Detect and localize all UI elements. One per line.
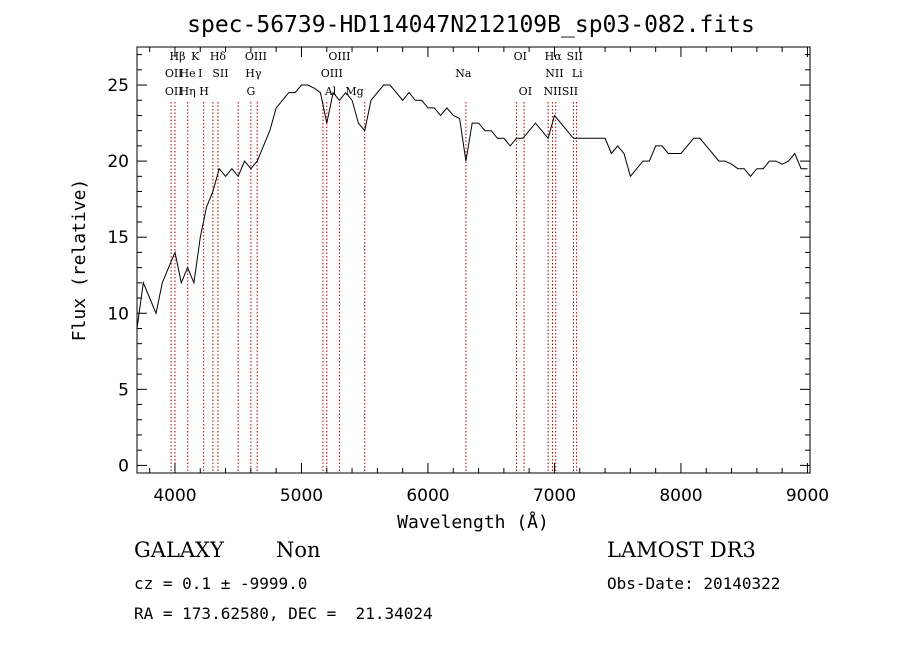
- obs-date: Obs-Date: 20140322: [607, 574, 781, 593]
- ra-dec: RA = 173.62580, DEC = 21.34024: [134, 604, 433, 623]
- line-label: OI: [514, 50, 527, 63]
- x-tick-label: 5000: [280, 486, 323, 506]
- line-label: NII: [545, 67, 563, 80]
- line-label: Hγ: [245, 67, 262, 80]
- x-tick-label: 7000: [533, 486, 576, 506]
- y-tick-label: 5: [118, 380, 129, 400]
- line-label: SII: [212, 67, 228, 80]
- line-label: Na: [455, 67, 472, 80]
- line-label: H: [199, 85, 209, 98]
- chart-title: spec-56739-HD114047N212109B_sp03-082.fit…: [187, 12, 755, 38]
- line-label: OI: [519, 85, 532, 98]
- y-tick-label: 10: [107, 304, 129, 324]
- y-axis-label: Flux (relative): [69, 179, 90, 342]
- x-axis-ticks: 4000 5000 6000 7000 8000 9000: [149, 47, 829, 506]
- line-label: NIISII: [544, 85, 579, 98]
- line-label: K: [191, 50, 200, 63]
- object-class: GALAXY: [134, 538, 224, 562]
- object-subclass: Non: [276, 538, 321, 562]
- y-axis-ticks: 0 5 10 15 20 25: [107, 54, 810, 476]
- line-label: Al: [324, 85, 337, 98]
- x-axis-label: Wavelength (Å): [397, 511, 549, 533]
- x-tick-label: 9000: [786, 486, 829, 506]
- line-label: Li: [572, 67, 583, 80]
- line-markers: [170, 102, 578, 473]
- line-label: Hη: [180, 85, 196, 98]
- line-label: I: [198, 67, 202, 80]
- y-tick-label: 25: [107, 76, 129, 96]
- line-label: OIII: [321, 67, 343, 80]
- redshift-cz: cz = 0.1 ± -9999.0: [134, 574, 308, 593]
- line-label: OIII: [245, 50, 267, 63]
- line-label: Hα: [545, 50, 563, 63]
- line-label: OIII: [328, 50, 350, 63]
- line-label: Hδ: [210, 50, 227, 63]
- spectrum-line: [136, 84, 808, 329]
- line-label: He: [180, 67, 196, 80]
- plot-frame: [136, 46, 811, 474]
- x-tick-label: 6000: [406, 486, 449, 506]
- y-tick-label: 20: [107, 152, 129, 172]
- line-label: OII: [165, 85, 183, 98]
- x-tick-label: 4000: [153, 486, 196, 506]
- survey-name: LAMOST DR3: [607, 538, 756, 562]
- y-tick-label: 15: [107, 228, 129, 248]
- line-label: OII: [165, 67, 183, 80]
- line-label: SII: [567, 50, 583, 63]
- line-label: Mg: [345, 85, 363, 98]
- line-label: G: [246, 85, 255, 98]
- y-tick-label: 0: [118, 456, 129, 476]
- x-tick-label: 8000: [659, 486, 702, 506]
- line-label: Hβ: [170, 50, 186, 63]
